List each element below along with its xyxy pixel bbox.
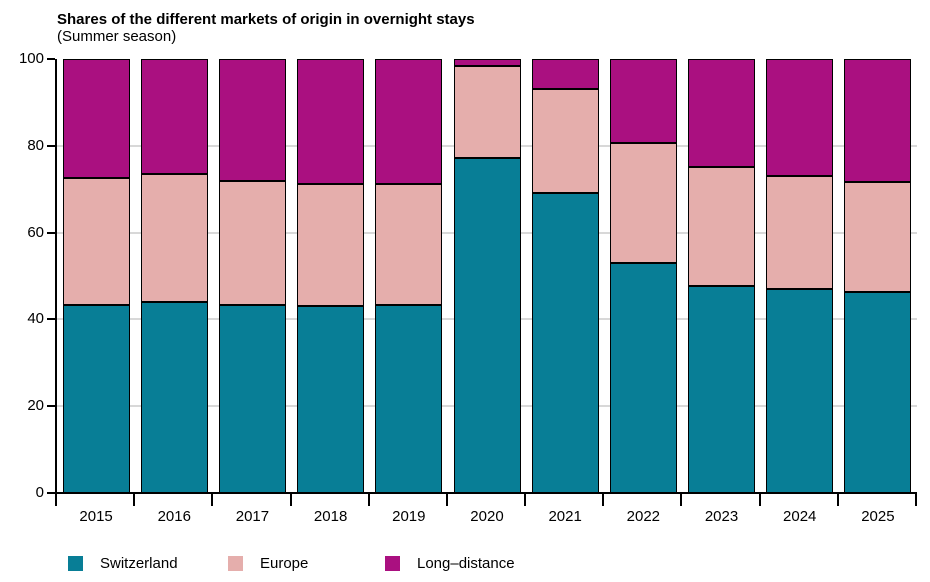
y-axis-tick-100 xyxy=(47,58,55,60)
bar-2023-europe xyxy=(688,166,756,286)
y-axis-tick-40 xyxy=(47,318,55,321)
bar-2018 xyxy=(297,59,365,493)
legend-item-switzerland: Switzerland xyxy=(68,550,178,576)
x-axis-label-2024: 2024 xyxy=(783,508,817,525)
bar-2017 xyxy=(218,59,286,493)
y-axis-tick-20 xyxy=(47,405,55,408)
x-axis-tick-4 xyxy=(367,494,370,506)
bar-2018-long-distance xyxy=(297,59,365,184)
bar-2016-switzerland xyxy=(140,302,208,493)
bar-2021-switzerland xyxy=(531,192,599,493)
bar-2024-switzerland xyxy=(766,289,834,493)
x-axis-tick-2 xyxy=(211,494,214,506)
bar-2021 xyxy=(531,59,599,493)
bar-2022-switzerland xyxy=(609,262,677,493)
bar-2017-long-distance xyxy=(218,59,286,182)
bar-2021-long-distance xyxy=(531,59,599,89)
x-axis-label-2023: 2023 xyxy=(704,508,739,525)
bar-2022-long-distance xyxy=(609,59,677,144)
bar-2016-europe xyxy=(140,174,208,303)
x-axis-tick-11 xyxy=(915,494,917,506)
x-axis-label-2021: 2021 xyxy=(548,508,582,525)
bar-2025-long-distance xyxy=(844,59,912,182)
y-axis-label-100: 100 xyxy=(18,50,44,67)
bar-2020-long-distance xyxy=(453,59,521,66)
y-axis-label-0: 0 xyxy=(35,484,44,501)
y-axis-tick-60 xyxy=(47,231,55,234)
x-axis-tick-1 xyxy=(133,494,136,506)
bar-2019-switzerland xyxy=(375,304,443,493)
x-axis-label-2017: 2017 xyxy=(235,508,270,525)
bar-2025 xyxy=(844,59,912,493)
x-axis-tick-3 xyxy=(289,494,292,506)
bar-2021-europe xyxy=(531,88,599,193)
bar-2015-europe xyxy=(62,178,130,306)
x-axis-tick-9 xyxy=(758,494,761,506)
bar-2018-europe xyxy=(297,184,365,307)
bar-2019-europe xyxy=(375,184,443,305)
bar-2020 xyxy=(453,59,521,493)
bar-2016-long-distance xyxy=(140,59,208,175)
x-axis-label-2016: 2016 xyxy=(157,508,191,525)
plot-area xyxy=(57,59,917,493)
x-axis-tick-10 xyxy=(836,494,839,506)
x-axis-tick-0 xyxy=(55,494,57,506)
bar-2023-switzerland xyxy=(688,285,756,493)
x-axis-label-2022: 2022 xyxy=(626,508,661,525)
legend-label-europe: Europe xyxy=(260,554,309,572)
x-axis-line xyxy=(55,492,917,494)
bar-2020-switzerland xyxy=(453,157,521,493)
legend-swatch-europe xyxy=(228,555,243,571)
y-axis-tick-80 xyxy=(47,144,55,147)
bar-2022-europe xyxy=(609,143,677,263)
x-axis-tick-7 xyxy=(602,494,605,506)
x-axis-label-2018: 2018 xyxy=(313,508,348,525)
y-axis-label-20: 20 xyxy=(27,397,44,415)
bar-2016 xyxy=(140,59,208,493)
legend-label-switzerland: Switzerland xyxy=(100,554,178,572)
y-axis-label-80: 80 xyxy=(27,136,44,154)
bar-2017-switzerland xyxy=(218,304,286,493)
bar-2024-europe xyxy=(766,176,834,290)
legend-label-long-distance: Long–distance xyxy=(417,554,515,572)
bar-2023-long-distance xyxy=(688,59,756,167)
chart-title: Shares of the different markets of origi… xyxy=(57,11,475,28)
bar-2022 xyxy=(609,59,677,493)
bar-2018-switzerland xyxy=(297,306,365,493)
legend: Switzerland Europe Long–distance xyxy=(0,550,930,576)
y-axis-tick-0 xyxy=(47,492,55,494)
x-axis-tick-5 xyxy=(445,494,448,506)
x-axis-label-2025: 2025 xyxy=(861,508,895,525)
bar-2024-long-distance xyxy=(766,59,834,177)
bar-2015-switzerland xyxy=(62,305,130,493)
bar-2025-switzerland xyxy=(844,291,912,493)
legend-swatch-long-distance xyxy=(385,555,400,571)
x-axis-label-2015: 2015 xyxy=(79,508,113,525)
x-axis-label-2019: 2019 xyxy=(392,508,426,525)
bar-2024 xyxy=(766,59,834,493)
legend-swatch-switzerland xyxy=(68,555,83,571)
bar-2019-long-distance xyxy=(375,59,443,184)
x-axis-tick-8 xyxy=(680,494,683,506)
bar-2015 xyxy=(62,59,130,493)
legend-item-long-distance: Long–distance xyxy=(385,550,515,576)
bar-2025-europe xyxy=(844,181,912,292)
legend-item-europe: Europe xyxy=(228,550,308,576)
x-axis-label-2020: 2020 xyxy=(470,508,504,525)
bar-2019 xyxy=(375,59,443,493)
bar-2023 xyxy=(688,59,756,493)
bar-2017-europe xyxy=(218,181,286,305)
y-axis-label-40: 40 xyxy=(27,310,44,328)
y-axis-label-60: 60 xyxy=(27,223,44,241)
bar-2020-europe xyxy=(453,65,521,158)
bar-2015-long-distance xyxy=(62,59,130,179)
chart-subtitle: (Summer season) xyxy=(57,28,177,45)
x-axis-tick-6 xyxy=(524,494,527,506)
y-axis-line xyxy=(55,59,57,505)
